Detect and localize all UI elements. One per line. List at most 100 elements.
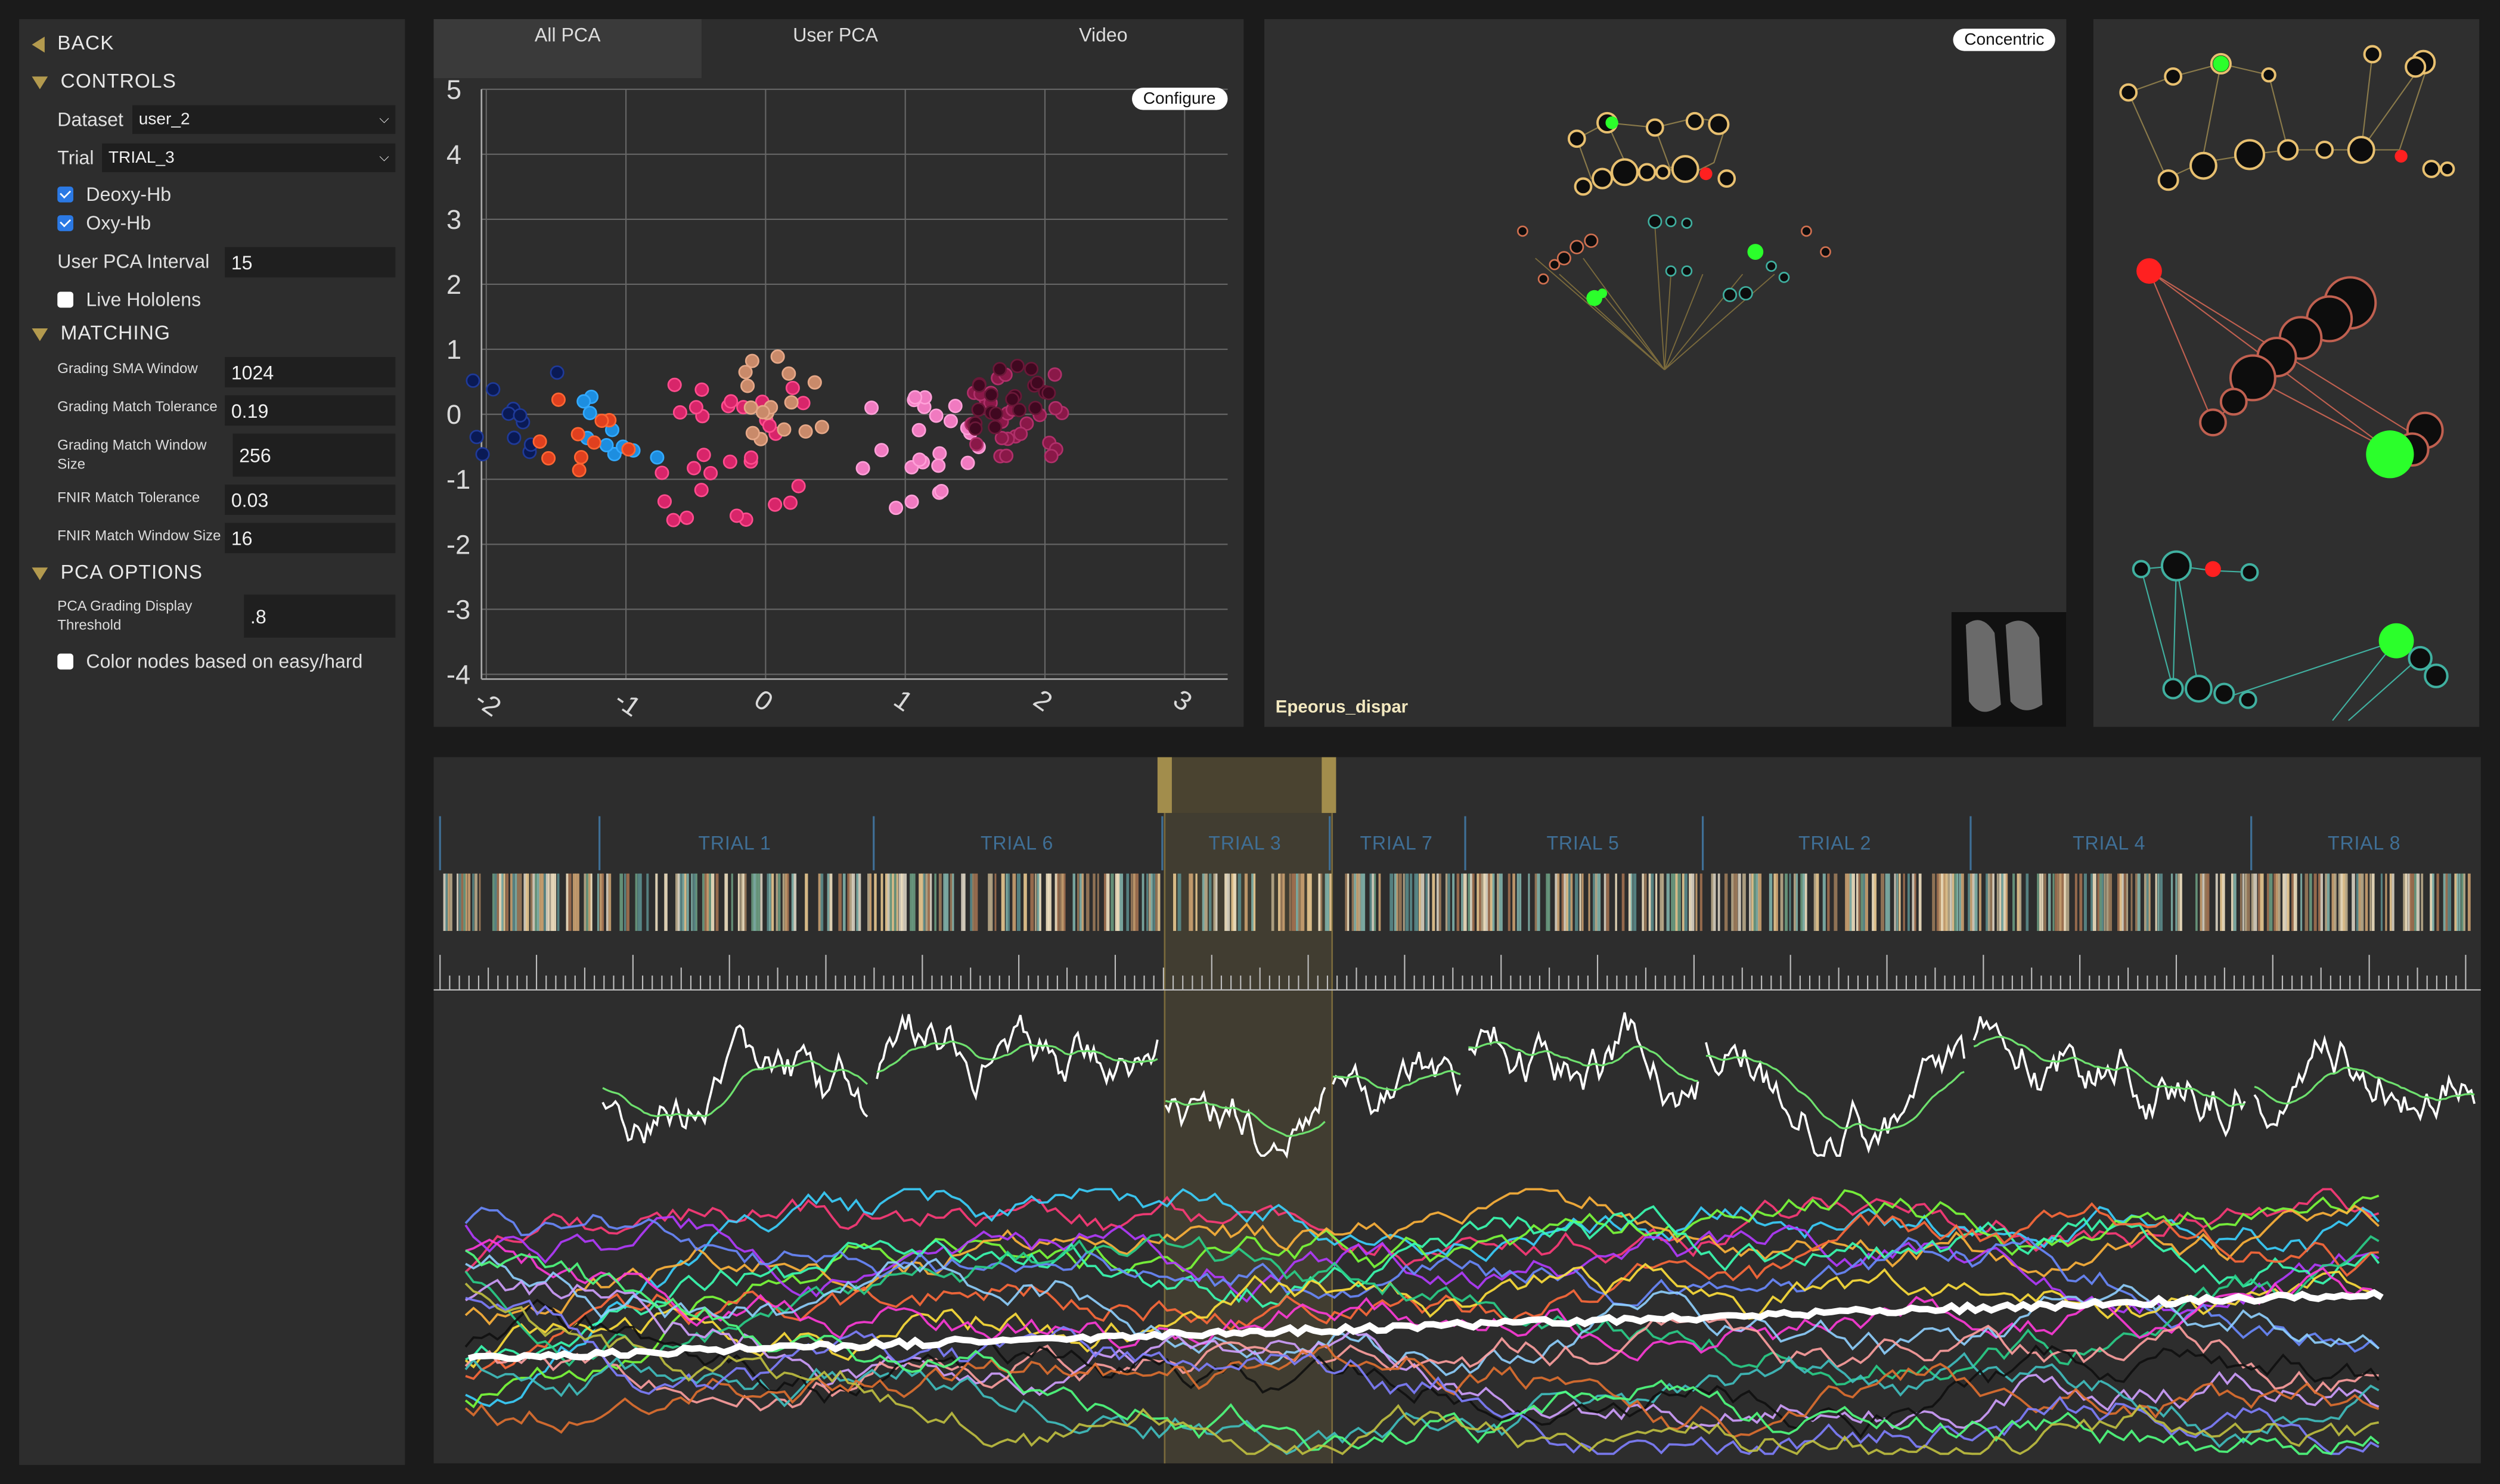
pca-point[interactable] bbox=[650, 450, 665, 465]
pca-point[interactable] bbox=[729, 508, 745, 523]
pca-point[interactable] bbox=[570, 427, 585, 442]
pca-point[interactable] bbox=[777, 422, 792, 437]
pca-point[interactable] bbox=[911, 423, 926, 437]
pca-point[interactable] bbox=[968, 421, 983, 436]
pca-point[interactable] bbox=[573, 450, 589, 465]
pca-point[interactable] bbox=[874, 443, 889, 458]
pca-point[interactable] bbox=[781, 366, 796, 381]
pca-point[interactable] bbox=[960, 455, 975, 470]
pca-point[interactable] bbox=[724, 394, 739, 409]
fnir-match-tolerance-input[interactable]: 0.03 bbox=[225, 485, 396, 515]
pca-point[interactable] bbox=[798, 424, 813, 439]
pca-point[interactable] bbox=[783, 495, 798, 510]
grading-match-tolerance-input[interactable]: 0.19 bbox=[225, 395, 396, 426]
grading-match-window-size-input[interactable]: 256 bbox=[232, 433, 396, 477]
pca-point[interactable] bbox=[814, 420, 829, 434]
pca-point[interactable] bbox=[703, 465, 718, 480]
tab-user-pca[interactable]: User PCA bbox=[793, 24, 878, 46]
pca-point[interactable] bbox=[672, 405, 687, 420]
pca-point[interactable] bbox=[943, 414, 959, 429]
pca-point[interactable] bbox=[762, 418, 777, 433]
user-pca-interval-input[interactable]: 15 bbox=[225, 247, 396, 278]
pca-point[interactable] bbox=[969, 437, 984, 452]
pca-point[interactable] bbox=[1005, 392, 1020, 406]
pca-point[interactable] bbox=[931, 458, 946, 473]
brush-handle-left[interactable] bbox=[1157, 757, 1172, 814]
pca-point[interactable] bbox=[475, 447, 490, 462]
matching-section-header[interactable]: MATCHING bbox=[32, 322, 170, 344]
pca-point[interactable] bbox=[507, 430, 522, 445]
pca-point[interactable] bbox=[912, 452, 927, 467]
pca-point[interactable] bbox=[655, 465, 669, 480]
pca-grading-display-threshold-input[interactable]: .8 bbox=[244, 594, 396, 638]
pca-point[interactable] bbox=[745, 426, 760, 440]
pca-point[interactable] bbox=[984, 387, 999, 402]
color-nodes-checkbox[interactable] bbox=[57, 653, 74, 670]
pca-scatter-plot[interactable]: -2 -1 0 1 2 3 5 4 3 2 1 0 -1 -2 -3 -4 bbox=[434, 19, 1244, 727]
cluster-preview-graph[interactable] bbox=[2093, 19, 2479, 727]
pca-point[interactable] bbox=[687, 461, 702, 476]
pca-point[interactable] bbox=[994, 431, 1009, 446]
pca-point[interactable] bbox=[680, 510, 694, 525]
pca-point[interactable] bbox=[688, 400, 703, 415]
pca-point[interactable] bbox=[971, 402, 986, 417]
pca-point[interactable] bbox=[1030, 375, 1045, 390]
trial-label[interactable]: TRIAL 7 bbox=[1360, 832, 1433, 855]
pca-point[interactable] bbox=[1019, 416, 1034, 431]
pca-point[interactable] bbox=[934, 483, 949, 499]
dataset-select[interactable]: user_2 ⌵ bbox=[132, 105, 396, 134]
grading-sma-window-input[interactable]: 1024 bbox=[225, 357, 396, 387]
pca-point[interactable] bbox=[1024, 362, 1039, 377]
pca-point[interactable] bbox=[796, 396, 811, 411]
pca-point[interactable] bbox=[1012, 403, 1026, 418]
pca-point[interactable] bbox=[785, 380, 800, 396]
tab-all-pca[interactable]: All PCA bbox=[534, 24, 601, 46]
node-graph[interactable] bbox=[1264, 19, 2067, 727]
pca-point[interactable] bbox=[696, 448, 711, 462]
deoxy-hb-checkbox[interactable] bbox=[57, 186, 74, 203]
pca-point[interactable] bbox=[1041, 386, 1056, 401]
pca-point[interactable] bbox=[582, 405, 597, 421]
pca-point[interactable] bbox=[599, 437, 614, 453]
pca-point[interactable] bbox=[992, 362, 1007, 377]
pca-point[interactable] bbox=[1010, 358, 1025, 374]
pca-point[interactable] bbox=[551, 392, 566, 407]
pca-point[interactable] bbox=[948, 399, 963, 414]
tab-video[interactable]: Video bbox=[1079, 24, 1128, 46]
trial-label[interactable]: TRIAL 5 bbox=[1546, 832, 1620, 855]
pca-point[interactable] bbox=[791, 479, 806, 493]
pca-point[interactable] bbox=[1028, 401, 1043, 415]
pca-point[interactable] bbox=[1013, 426, 1028, 442]
pca-point[interactable] bbox=[988, 420, 1003, 434]
concentric-layout-button[interactable]: Concentric bbox=[1953, 29, 2056, 51]
pca-point[interactable] bbox=[864, 401, 879, 415]
trial-label[interactable]: TRIAL 3 bbox=[1208, 832, 1282, 855]
pca-point[interactable] bbox=[768, 497, 783, 512]
pca-point[interactable] bbox=[770, 349, 785, 364]
pca-point[interactable] bbox=[694, 483, 709, 498]
pca-point[interactable] bbox=[594, 413, 609, 429]
pca-point[interactable] bbox=[932, 446, 947, 461]
trial-label[interactable]: TRIAL 2 bbox=[1798, 832, 1872, 855]
oxy-hb-checkbox[interactable] bbox=[57, 215, 74, 231]
pca-point[interactable] bbox=[999, 448, 1014, 463]
pca-point[interactable] bbox=[755, 405, 770, 420]
pca-point[interactable] bbox=[667, 377, 682, 392]
pca-point[interactable] bbox=[694, 382, 709, 397]
pca-point[interactable] bbox=[532, 434, 547, 449]
fnir-match-window-size-input[interactable]: 16 bbox=[225, 523, 396, 554]
pca-point[interactable] bbox=[889, 501, 904, 516]
pca-point[interactable] bbox=[466, 373, 480, 388]
pca-point[interactable] bbox=[972, 378, 987, 393]
pca-point[interactable] bbox=[904, 494, 919, 509]
pca-point[interactable] bbox=[744, 450, 759, 465]
pca-point[interactable] bbox=[740, 378, 755, 393]
pca-point[interactable] bbox=[513, 408, 528, 423]
pca-point[interactable] bbox=[722, 454, 737, 469]
pca-point[interactable] bbox=[572, 462, 587, 477]
pca-point[interactable] bbox=[501, 406, 516, 421]
pca-point[interactable] bbox=[666, 513, 681, 527]
pca-point[interactable] bbox=[1048, 401, 1063, 415]
pca-point[interactable] bbox=[576, 394, 591, 409]
pca-options-section-header[interactable]: PCA OPTIONS bbox=[32, 561, 203, 583]
